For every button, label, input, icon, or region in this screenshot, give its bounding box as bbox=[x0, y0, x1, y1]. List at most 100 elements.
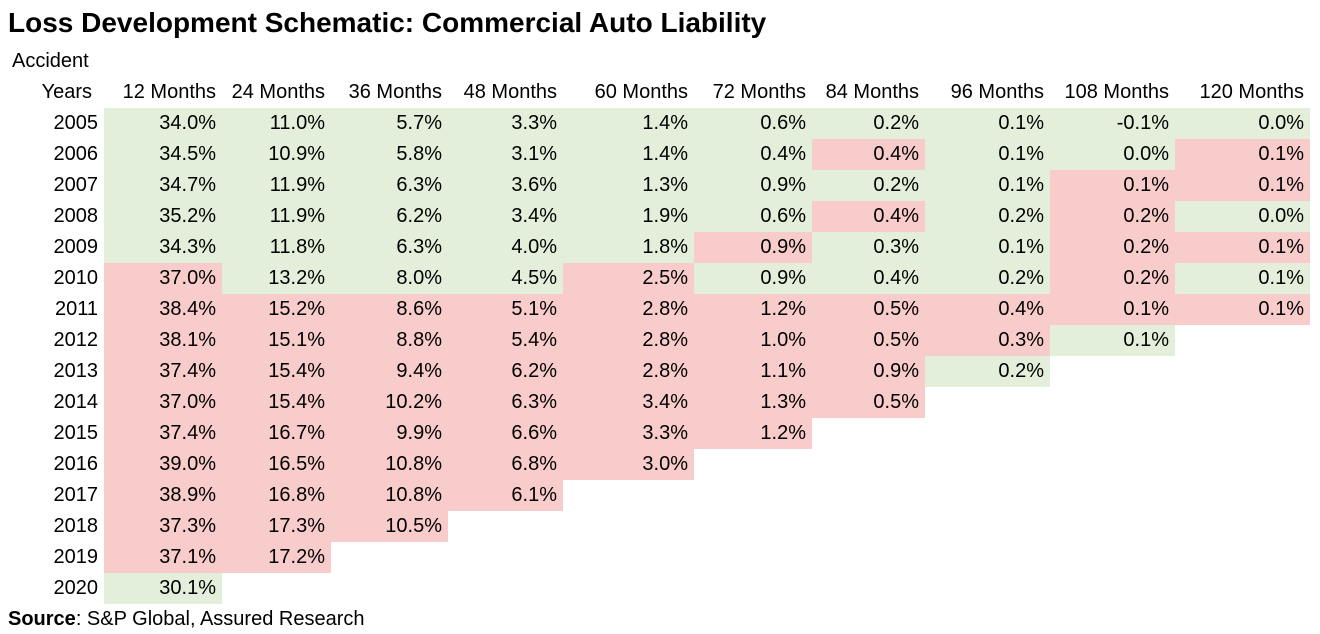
cell-2010-24-months: 13.2% bbox=[222, 263, 331, 294]
cell-2006-96-months: 0.1% bbox=[925, 139, 1050, 170]
cell-2010-72-months: 0.9% bbox=[694, 263, 812, 294]
cell-2008-72-months: 0.6% bbox=[694, 201, 812, 232]
cell-2017-36-months: 10.8% bbox=[331, 480, 448, 511]
column-header-108-months: 108 Months bbox=[1064, 81, 1169, 103]
cell-2005-12-months: 34.0% bbox=[104, 108, 222, 139]
cell-2018-empty bbox=[563, 511, 694, 542]
cell-2013-empty bbox=[1050, 356, 1175, 387]
cell-2014-12-months: 37.0% bbox=[104, 387, 222, 418]
cell-2017-empty bbox=[812, 480, 925, 511]
cell-2011-48-months: 5.1% bbox=[448, 294, 563, 325]
cell-2013-24-months: 15.4% bbox=[222, 356, 331, 387]
cell-2011-24-months: 15.2% bbox=[222, 294, 331, 325]
cell-2011-120-months: 0.1% bbox=[1175, 294, 1310, 325]
loss-development-triangle-table: Accident Years 12 Months 24 Months 36 Mont… bbox=[0, 46, 1310, 604]
years-label: Years bbox=[41, 81, 92, 103]
cell-2006-120-months: 0.1% bbox=[1175, 139, 1310, 170]
cell-2015-empty bbox=[812, 418, 925, 449]
table-row-2013: 2013 37.4% 15.4% 9.4% 6.2% 2.8% 1.1% 0.9% 0.2% bbox=[0, 356, 1310, 387]
cell-2008-60-months: 1.9% bbox=[563, 201, 694, 232]
column-header-96-months: 96 Months bbox=[950, 81, 1044, 103]
cell-2018-empty bbox=[694, 511, 812, 542]
cell-2020-empty bbox=[563, 573, 694, 604]
table-header: Accident Years 12 Months 24 Months 36 Mont… bbox=[0, 46, 1310, 108]
cell-2020-empty bbox=[448, 573, 563, 604]
row-header-2005: 2005 bbox=[53, 112, 99, 134]
cell-2010-108-months: 0.2% bbox=[1050, 263, 1175, 294]
cell-2018-empty bbox=[925, 511, 1050, 542]
cell-2008-12-months: 35.2% bbox=[104, 201, 222, 232]
cell-2009-36-months: 6.3% bbox=[331, 232, 448, 263]
cell-2017-empty bbox=[563, 480, 694, 511]
cell-2010-96-months: 0.2% bbox=[925, 263, 1050, 294]
cell-2009-96-months: 0.1% bbox=[925, 232, 1050, 263]
cell-2015-12-months: 37.4% bbox=[104, 418, 222, 449]
cell-2014-24-months: 15.4% bbox=[222, 387, 331, 418]
cell-2014-48-months: 6.3% bbox=[448, 387, 563, 418]
cell-2015-36-months: 9.9% bbox=[331, 418, 448, 449]
cell-2006-60-months: 1.4% bbox=[563, 139, 694, 170]
table-row-2009: 2009 34.3% 11.8% 6.3% 4.0% 1.8% 0.9% 0.3% 0.1% 0.… bbox=[0, 232, 1310, 263]
table-body: 2005 34.0% 11.0% 5.7% 3.3% 1.4% 0.6% 0.2% 0.1% -0… bbox=[0, 108, 1310, 604]
cell-2016-empty bbox=[1050, 449, 1175, 480]
cell-2012-108-months: 0.1% bbox=[1050, 325, 1175, 356]
cell-2019-12-months: 37.1% bbox=[104, 542, 222, 573]
cell-2018-36-months: 10.5% bbox=[331, 511, 448, 542]
cell-2013-12-months: 37.4% bbox=[104, 356, 222, 387]
cell-2011-36-months: 8.6% bbox=[331, 294, 448, 325]
cell-2005-36-months: 5.7% bbox=[331, 108, 448, 139]
cell-2006-48-months: 3.1% bbox=[448, 139, 563, 170]
cell-2007-120-months: 0.1% bbox=[1175, 170, 1310, 201]
cell-2011-84-months: 0.5% bbox=[812, 294, 925, 325]
cell-2008-108-months: 0.2% bbox=[1050, 201, 1175, 232]
cell-2017-empty bbox=[1175, 480, 1310, 511]
table-row-2015: 2015 37.4% 16.7% 9.9% 6.6% 3.3% 1.2% bbox=[0, 418, 1310, 449]
column-header-72-months: 72 Months bbox=[712, 81, 806, 103]
cell-2017-empty bbox=[925, 480, 1050, 511]
cell-2020-empty bbox=[222, 573, 331, 604]
cell-2012-96-months: 0.3% bbox=[925, 325, 1050, 356]
row-header-2011: 2011 bbox=[54, 298, 98, 320]
cell-2005-96-months: 0.1% bbox=[925, 108, 1050, 139]
cell-2005-108-months: -0.1% bbox=[1050, 108, 1175, 139]
cell-2018-24-months: 17.3% bbox=[222, 511, 331, 542]
cell-2007-108-months: 0.1% bbox=[1050, 170, 1175, 201]
cell-2020-12-months: 30.1% bbox=[104, 573, 222, 604]
row-header-2010: 2010 bbox=[53, 267, 99, 289]
cell-2014-empty bbox=[1050, 387, 1175, 418]
cell-2018-empty bbox=[812, 511, 925, 542]
cell-2009-84-months: 0.3% bbox=[812, 232, 925, 263]
cell-2018-empty bbox=[1050, 511, 1175, 542]
table-row-2008: 2008 35.2% 11.9% 6.2% 3.4% 1.9% 0.6% 0.4% 0.2% 0.… bbox=[0, 201, 1310, 232]
row-header-2015: 2015 bbox=[53, 422, 99, 444]
cell-2015-empty bbox=[1175, 418, 1310, 449]
cell-2015-24-months: 16.7% bbox=[222, 418, 331, 449]
cell-2017-empty bbox=[1050, 480, 1175, 511]
row-header-2014: 2014 bbox=[53, 391, 99, 413]
row-header-2017: 2017 bbox=[53, 484, 99, 506]
table-row-2010: 2010 37.0% 13.2% 8.0% 4.5% 2.5% 0.9% 0.4% 0.2% 0.… bbox=[0, 263, 1310, 294]
column-header-48-months: 48 Months bbox=[463, 81, 557, 103]
cell-2014-60-months: 3.4% bbox=[563, 387, 694, 418]
table-row-2016: 2016 39.0% 16.5% 10.8% 6.8% 3.0% bbox=[0, 449, 1310, 480]
cell-2005-120-months: 0.0% bbox=[1175, 108, 1310, 139]
column-header-84-months: 84 Months bbox=[825, 81, 919, 103]
cell-2017-empty bbox=[694, 480, 812, 511]
page-title: Loss Development Schematic: Commercial A… bbox=[8, 7, 767, 38]
table-row-2019: 2019 37.1% 17.2% bbox=[0, 542, 1310, 573]
cell-2017-48-months: 6.1% bbox=[448, 480, 563, 511]
cell-2006-72-months: 0.4% bbox=[694, 139, 812, 170]
cell-2007-12-months: 34.7% bbox=[104, 170, 222, 201]
row-header-2013: 2013 bbox=[53, 360, 99, 382]
column-header-60-months: 60 Months bbox=[594, 81, 688, 103]
cell-2012-12-months: 38.1% bbox=[104, 325, 222, 356]
cell-2013-48-months: 6.2% bbox=[448, 356, 563, 387]
cell-2010-84-months: 0.4% bbox=[812, 263, 925, 294]
cell-2016-empty bbox=[812, 449, 925, 480]
cell-2005-72-months: 0.6% bbox=[694, 108, 812, 139]
row-header-2012: 2012 bbox=[53, 329, 99, 351]
cell-2016-60-months: 3.0% bbox=[563, 449, 694, 480]
cell-2019-empty bbox=[448, 542, 563, 573]
cell-2015-60-months: 3.3% bbox=[563, 418, 694, 449]
cell-2020-empty bbox=[812, 573, 925, 604]
